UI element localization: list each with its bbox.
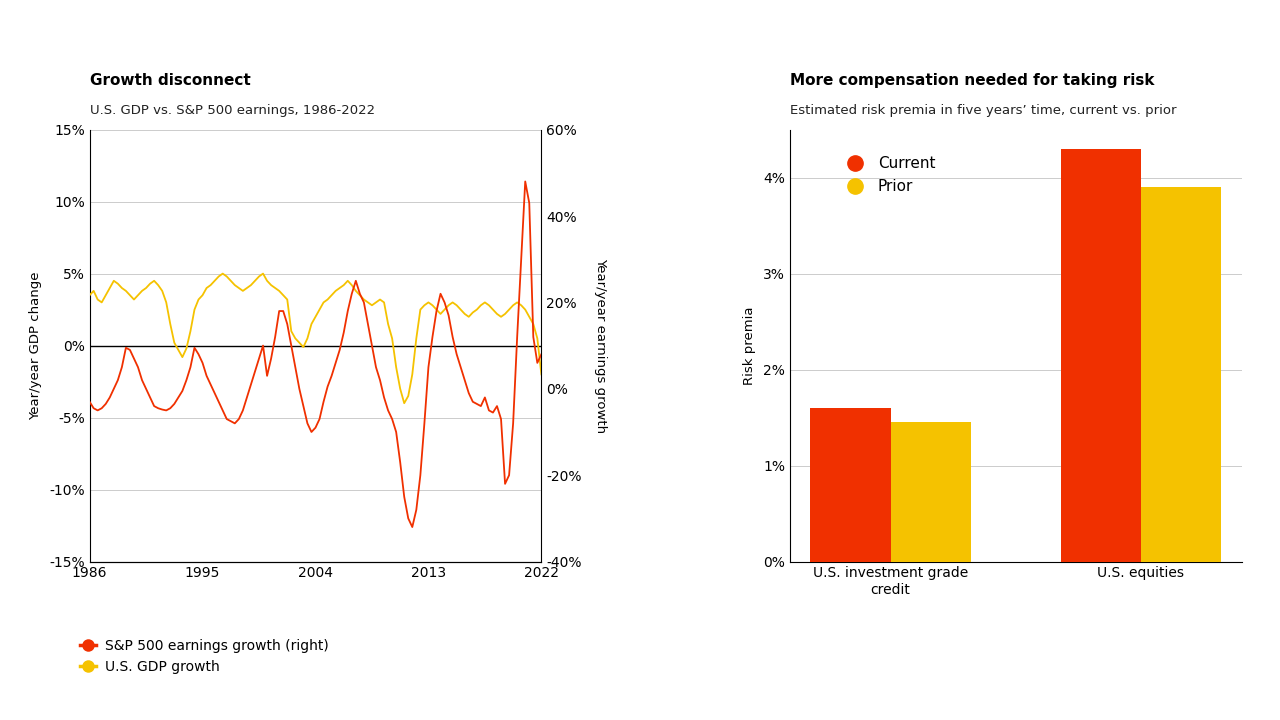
Text: Growth disconnect: Growth disconnect bbox=[90, 73, 251, 89]
Text: Estimated risk premia in five years’ time, current vs. prior: Estimated risk premia in five years’ tim… bbox=[790, 104, 1176, 117]
Y-axis label: Risk premia: Risk premia bbox=[742, 306, 756, 385]
Legend: Current, Prior: Current, Prior bbox=[833, 150, 942, 200]
Text: More compensation needed for taking risk: More compensation needed for taking risk bbox=[790, 73, 1155, 89]
Legend: S&P 500 earnings growth (right), U.S. GDP growth: S&P 500 earnings growth (right), U.S. GD… bbox=[74, 634, 334, 680]
Bar bbox=[1061, 149, 1140, 562]
Bar bbox=[810, 408, 891, 562]
Bar bbox=[1140, 187, 1221, 562]
Text: U.S. GDP vs. S&P 500 earnings, 1986-2022: U.S. GDP vs. S&P 500 earnings, 1986-2022 bbox=[90, 104, 375, 117]
Bar bbox=[891, 423, 970, 562]
Y-axis label: Year/year earnings growth: Year/year earnings growth bbox=[594, 258, 607, 433]
Y-axis label: Year/year GDP change: Year/year GDP change bbox=[29, 271, 42, 420]
